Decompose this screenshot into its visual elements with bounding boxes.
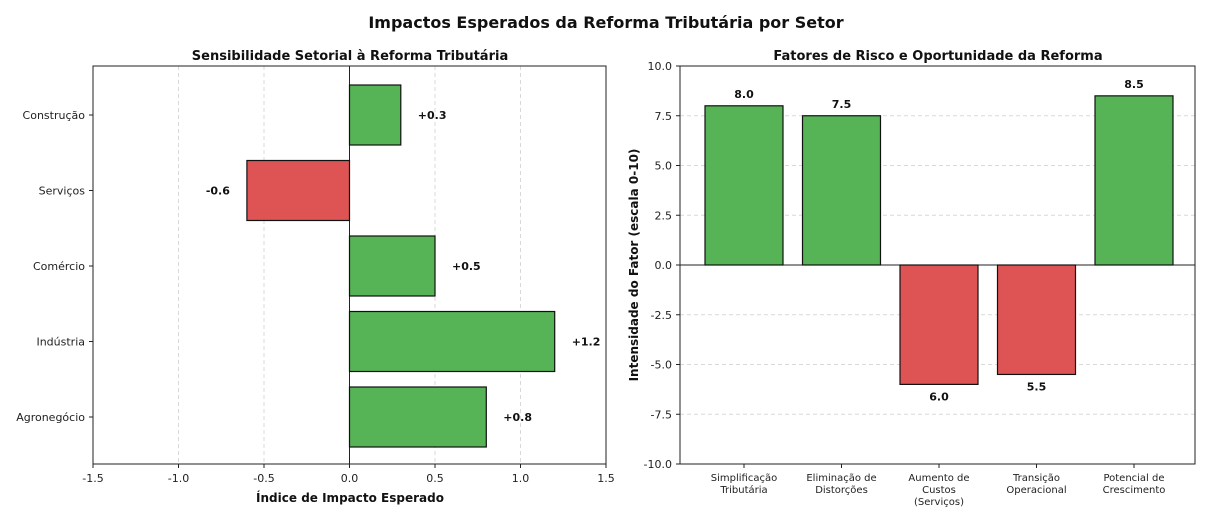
left-x-tick-label: 0.5 (426, 472, 444, 485)
right-category-label: Aumento de Custos (Serviços) (908, 473, 969, 508)
right-y-tick-label: -5.0 (651, 359, 672, 372)
right-category-label: Transição Operacional (1006, 473, 1066, 496)
right-y-tick-label: 5.0 (655, 160, 673, 173)
left-category-label: Construção (23, 109, 86, 122)
right-bars: 8.0 7.5 6.0 5.5 8.5 (680, 78, 1195, 403)
left-category-label: Agronegócio (16, 411, 85, 424)
right-bar (801, 115, 882, 266)
left-bar (348, 84, 402, 146)
left-x-axis-label: Índice de Impacto Esperado (256, 490, 444, 505)
right-y-tick-label: 10.0 (648, 60, 673, 73)
left-plot-frame (92, 65, 607, 465)
right-y-tick-label: -7.5 (651, 408, 672, 421)
left-bar (246, 159, 351, 222)
right-bar (996, 264, 1077, 376)
left-bar (348, 386, 487, 448)
right-y-tick-label: 2.5 (655, 209, 673, 222)
right-y-axis-label: Intensidade do Fator (escala 0-10) (627, 149, 641, 382)
left-bar (348, 235, 436, 297)
left-x-tick-label: 1.5 (597, 472, 615, 485)
left-value-label: +0.8 (503, 411, 532, 424)
right-y-tick-label: -10.0 (644, 458, 672, 471)
left-bar (348, 310, 556, 373)
right-bar (899, 264, 979, 386)
right-y-tick-label: 0.0 (655, 259, 673, 272)
left-x-tick-label: -1.0 (168, 472, 189, 485)
left-x-tick-label: 1.0 (512, 472, 530, 485)
right-chart-title: Fatores de Risco e Oportunidade da Refor… (773, 49, 1102, 64)
risk-opportunity-chart: Fatores de Risco e Oportunidade da Refor… (627, 49, 1196, 508)
right-value-label: 8.0 (734, 88, 754, 101)
left-chart-title: Sensibilidade Setorial à Reforma Tributá… (192, 49, 508, 64)
right-y-tick-label: -2.5 (651, 309, 672, 322)
right-value-label: 5.5 (1027, 380, 1047, 393)
right-plot-frame (679, 65, 1196, 465)
right-bar (704, 105, 784, 266)
left-value-label: +0.5 (452, 260, 481, 273)
left-x-tick-label: 0.0 (341, 472, 359, 485)
right-bar (1094, 95, 1174, 266)
left-x-tick-label: -1.5 (82, 472, 103, 485)
left-tick-labels: -1.5 -1.0 -0.5 0.0 0.5 1.0 1.5 Agronegócio Indús… (16, 109, 615, 485)
right-value-label: 8.5 (1124, 78, 1144, 91)
left-x-tick-label: -0.5 (253, 472, 274, 485)
left-bars: +0.8 +1.2 +0.5 -0.6 +0.3 (206, 66, 601, 464)
right-category-label: Eliminação de Distorções (806, 473, 876, 496)
left-value-label: +1.2 (572, 336, 601, 349)
right-tick-labels: -10.0 -7.5 -5.0 -2.5 0.0 2.5 5.0 7.5 10.0 Simplif… (644, 60, 1166, 508)
left-category-label: Indústria (36, 336, 85, 349)
right-value-label: 6.0 (929, 390, 949, 403)
sector-sensitivity-chart: Sensibilidade Setorial à Reforma Tributá… (16, 49, 615, 505)
left-value-label: +0.3 (418, 109, 447, 122)
right-y-tick-label: 7.5 (655, 110, 673, 123)
right-category-label: Potencial de Crescimento (1103, 473, 1166, 496)
right-category-label: Simplificação Tributária (711, 473, 777, 496)
left-category-label: Serviços (39, 185, 86, 198)
left-category-label: Comércio (33, 260, 85, 273)
left-value-label: -0.6 (206, 185, 230, 198)
right-value-label: 7.5 (832, 98, 852, 111)
figure-title: Impactos Esperados da Reforma Tributária… (368, 13, 843, 32)
